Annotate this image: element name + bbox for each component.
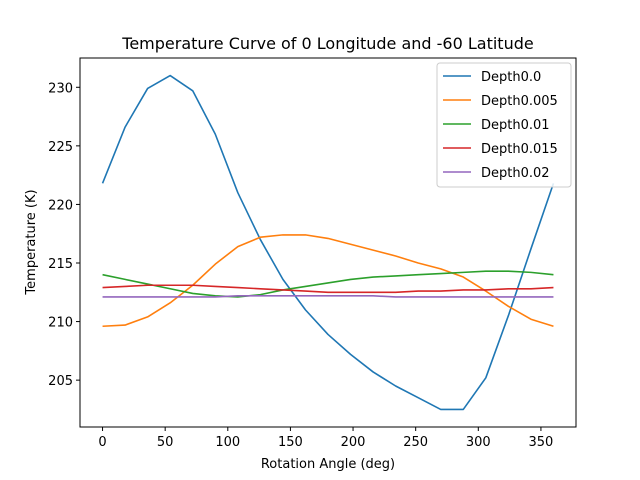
plot-area-frame [79,57,577,428]
legend-entry-label: Depth0.01 [481,118,550,133]
series-line-depth0-015 [102,284,554,294]
x-tick-label: 50 [157,435,174,450]
series-line-depth0-0 [101,74,555,411]
legend-entry-label: Depth0.015 [481,142,558,157]
y-tick-label: 225 [48,140,73,155]
y-tick-label: 205 [48,374,73,389]
series-line-depth0-01 [102,270,554,298]
y-tick-label: 210 [48,316,73,331]
legend-entry-label: Depth0.0 [481,70,541,85]
x-tick-label: 350 [529,435,554,450]
legend-entry-label: Depth0.005 [481,94,558,109]
x-tick-label: 200 [341,435,366,450]
x-axis-label: Rotation Angle (deg) [261,457,395,472]
series-line-depth0-02 [102,294,554,298]
y-tick-label: 220 [48,198,73,213]
chart-title: Temperature Curve of 0 Longitude and -60… [121,34,533,53]
x-tick-label: 0 [98,435,106,450]
y-tick-label: 215 [48,257,73,272]
x-tick-label: 250 [403,435,428,450]
x-tick-label: 150 [278,435,303,450]
y-axis-label: Temperature (K) [24,189,39,295]
legend-box [436,62,572,188]
x-tick-label: 100 [215,435,240,450]
series-line-depth0-005 [102,234,554,328]
y-tick-label: 230 [48,81,73,96]
legend: Depth0.0 Depth0.005 Depth0.01 Depth0.015 Dep… [436,62,572,188]
x-tick-label: 300 [466,435,491,450]
legend-entry-label: Depth0.02 [481,166,550,181]
